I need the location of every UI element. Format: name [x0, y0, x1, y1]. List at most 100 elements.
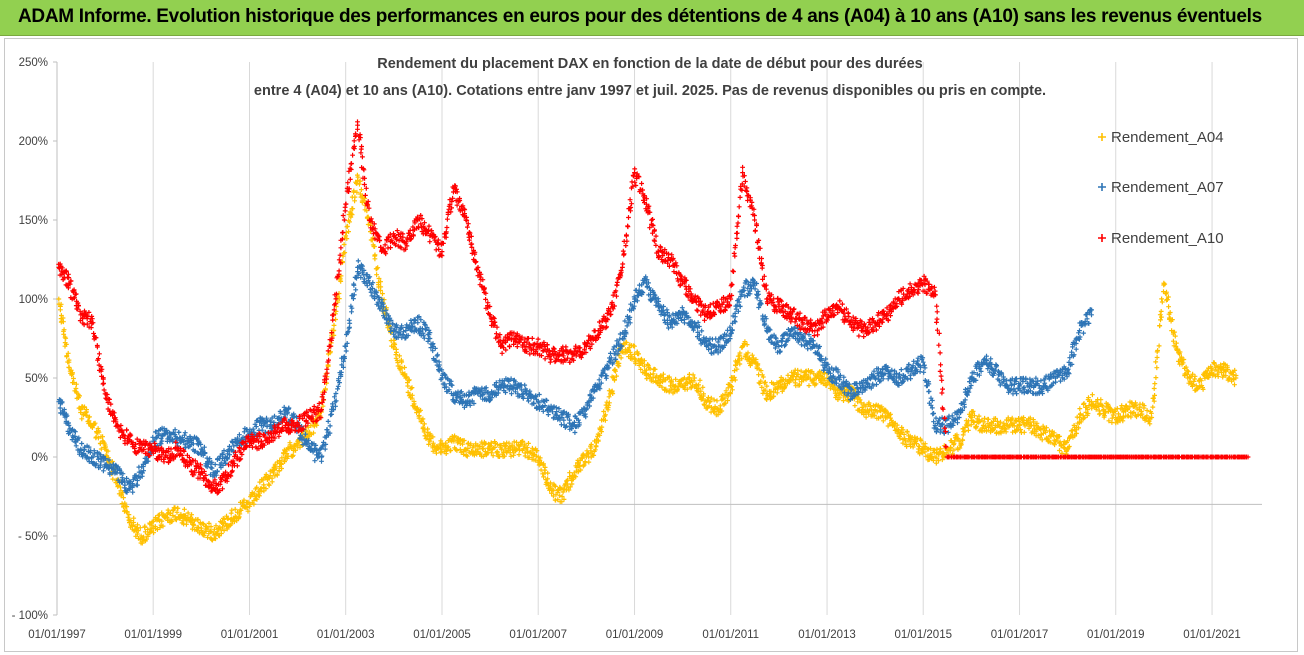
- data-point: [1038, 378, 1044, 384]
- data-point: [427, 438, 433, 444]
- data-point: [1159, 296, 1164, 302]
- data-point: [567, 417, 572, 423]
- data-point: [69, 372, 74, 378]
- data-point: [124, 504, 130, 509]
- data-point: [697, 377, 703, 383]
- data-point: [198, 525, 204, 531]
- data-point: [572, 430, 578, 435]
- data-point: [465, 446, 471, 451]
- data-point: [349, 212, 355, 218]
- data-point: [448, 448, 454, 453]
- data-point: [930, 411, 936, 417]
- y-tick-label: 250%: [19, 57, 48, 69]
- data-point: [1232, 382, 1237, 388]
- data-point: [232, 506, 238, 512]
- data-point: [213, 523, 219, 529]
- data-point: [204, 525, 210, 531]
- banner-title: ADAM Informe. Evolution historique des p…: [18, 6, 1262, 27]
- data-point: [406, 378, 412, 383]
- data-point: [65, 350, 71, 356]
- data-point: [926, 389, 932, 394]
- data-point: [195, 517, 201, 522]
- data-point: [434, 450, 439, 456]
- x-tick-label: 01/01/2013: [798, 629, 856, 641]
- data-point: [64, 342, 69, 347]
- data-point: [567, 470, 572, 476]
- data-point: [1153, 375, 1159, 380]
- data-point: [347, 219, 352, 225]
- data-point: [173, 516, 178, 522]
- data-point: [56, 296, 62, 302]
- data-point: [522, 382, 528, 388]
- data-point: [214, 529, 220, 535]
- data-point: [101, 468, 106, 474]
- x-tick-label: 01/01/2021: [1183, 629, 1241, 641]
- data-point: [331, 333, 337, 338]
- data-point: [1158, 309, 1164, 314]
- data-point: [241, 497, 247, 503]
- y-tick-label: 100%: [19, 294, 48, 306]
- data-point: [155, 527, 160, 532]
- data-point: [586, 459, 592, 465]
- data-point: [287, 440, 293, 446]
- data-point: [777, 349, 783, 355]
- data-point: [1021, 429, 1027, 435]
- data-point: [727, 324, 733, 330]
- data-point: [77, 393, 82, 399]
- data-point: [1152, 381, 1158, 386]
- data-point: [405, 390, 411, 395]
- data-point: [131, 515, 137, 521]
- data-point: [279, 455, 285, 461]
- data-point: [228, 521, 234, 527]
- data-point: [516, 452, 522, 457]
- data-point: [101, 387, 107, 393]
- data-point: [66, 365, 72, 370]
- data-point: [364, 208, 370, 214]
- data-point: [174, 509, 180, 515]
- x-tick-label: 01/01/2019: [1087, 629, 1145, 641]
- data-point: [966, 428, 971, 433]
- x-tick-label: 01/01/2007: [509, 629, 567, 641]
- data-point: [89, 314, 95, 319]
- data-point: [949, 413, 955, 419]
- data-point: [986, 416, 991, 422]
- data-point: [312, 458, 318, 464]
- data-point: [420, 416, 426, 422]
- data-point: [125, 514, 131, 520]
- y-tick-label: 200%: [19, 136, 48, 148]
- data-point: [303, 428, 309, 434]
- data-point: [66, 359, 72, 365]
- data-point: [110, 459, 115, 464]
- data-point: [365, 214, 371, 220]
- data-point: [320, 403, 326, 409]
- data-point: [1158, 317, 1163, 323]
- data-point: [325, 363, 331, 369]
- data-point: [263, 486, 269, 491]
- data-point: [1153, 359, 1159, 365]
- data-point: [343, 348, 349, 354]
- data-point: [921, 369, 927, 375]
- series-Rendement_A04: [56, 172, 1239, 546]
- data-point: [354, 189, 360, 195]
- data-point: [508, 453, 514, 459]
- data-point: [1162, 281, 1168, 287]
- data-point: [290, 452, 296, 458]
- data-point: [235, 463, 240, 469]
- x-tick-label: 01/01/2017: [991, 629, 1049, 641]
- data-point: [714, 398, 720, 404]
- data-point: [269, 479, 275, 485]
- data-point: [376, 276, 382, 281]
- data-point: [110, 476, 116, 482]
- data-point: [1159, 299, 1165, 305]
- data-point: [416, 415, 422, 421]
- data-point: [137, 525, 143, 531]
- data-point: [251, 501, 257, 507]
- data-point: [281, 457, 287, 463]
- data-point: [232, 519, 237, 525]
- data-point: [1192, 376, 1197, 382]
- data-point: [409, 392, 415, 398]
- data-point: [279, 466, 284, 471]
- data-point: [460, 441, 465, 447]
- y-tick-label: - 100%: [12, 610, 48, 622]
- data-point: [206, 521, 212, 526]
